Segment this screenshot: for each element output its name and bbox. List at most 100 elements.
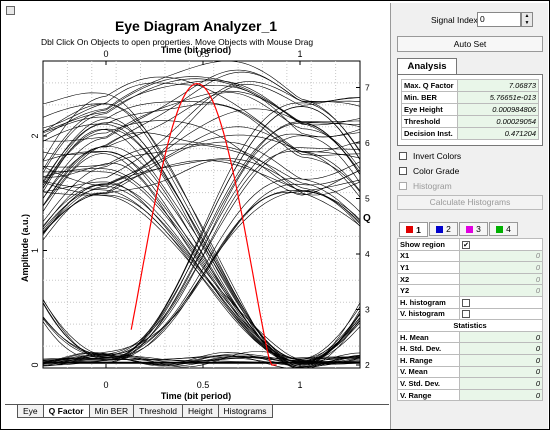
amplitude-axis-label: Amplitude (a.u.) xyxy=(20,214,30,282)
stats-value: 0 xyxy=(459,388,543,402)
signal-index-spinner[interactable]: ▲ ▼ xyxy=(521,12,533,27)
analysis-tab[interactable]: Analysis xyxy=(397,58,457,75)
eye-trace xyxy=(43,101,360,184)
region-row: Statistics xyxy=(397,319,543,332)
x-tick-label-bottom: 1 xyxy=(297,380,302,390)
stats-row: V. Std. Dev. 0 xyxy=(397,377,543,390)
analysis-value: 0.000984806 xyxy=(457,103,539,116)
stats-row: H. Mean 0 xyxy=(397,330,543,344)
signal-tab-4[interactable]: 4 xyxy=(489,222,518,236)
analysis-row: Max. Q Factor 7.06873 xyxy=(401,79,539,92)
x1-value[interactable]: 0 xyxy=(459,249,543,263)
stats-row: V. Range 0 xyxy=(397,388,543,402)
y2-value[interactable]: 0 xyxy=(459,284,543,297)
q-tick-label: 4 xyxy=(365,249,370,259)
v-histogram-cell xyxy=(459,307,543,321)
side-panel: Signal Index: 0 ▲ ▼ Auto Set Analysis Max… xyxy=(390,3,548,429)
q-tick-label: 6 xyxy=(365,138,370,148)
q-tick-label: 5 xyxy=(365,194,370,204)
tab-eye[interactable]: Eye xyxy=(17,405,44,418)
eye-trace xyxy=(43,123,360,360)
region-row: V. histogram xyxy=(397,307,543,321)
x-tick-label-bottom: 0 xyxy=(103,380,108,390)
region-row: Y1 0 xyxy=(397,261,543,274)
signal-tab-2[interactable]: 2 xyxy=(429,222,458,236)
eye-trace xyxy=(43,69,360,199)
x2-value[interactable]: 0 xyxy=(459,272,543,286)
v-histogram-checkbox[interactable] xyxy=(462,310,470,319)
signal-tab-1[interactable]: 1 xyxy=(399,222,428,237)
v-histogram-label: V. histogram xyxy=(397,307,460,321)
tab-q-factor[interactable]: Q Factor xyxy=(42,405,90,418)
color-grade-checkbox[interactable]: Color Grade xyxy=(399,166,459,176)
region-row: Y2 0 xyxy=(397,284,543,297)
eye-trace xyxy=(43,153,360,368)
show-region-checkbox[interactable]: ✔ xyxy=(462,240,470,249)
y1-label: Y1 xyxy=(397,261,460,274)
analysis-value: 0.471204 xyxy=(457,127,539,140)
signal-tab-3[interactable]: 3 xyxy=(459,222,488,236)
calculate-histograms-button[interactable]: Calculate Histograms xyxy=(397,195,543,210)
analysis-table: Max. Q Factor 7.06873 Min. BER 5.76651e-01… xyxy=(401,79,539,140)
stats-row: H. Std. Dev. 0 xyxy=(397,342,543,355)
checkbox-box[interactable] xyxy=(399,152,407,160)
q-tick-label: 3 xyxy=(365,305,370,315)
eye-trace xyxy=(43,132,360,227)
eye-trace xyxy=(43,129,360,368)
analysis-key: Eye Height xyxy=(401,103,458,116)
signal-color-swatch xyxy=(466,225,474,233)
axis-ticks: 0 0 0.5 0.5 1 1 0 1 2 2 3 4 5 6 7 xyxy=(30,49,370,390)
eye-trace xyxy=(43,90,360,173)
region-row: Show region ✔ xyxy=(397,238,543,251)
eye-trace xyxy=(43,158,360,234)
tab-min-ber[interactable]: Min BER xyxy=(88,405,135,418)
window-system-icon[interactable] xyxy=(6,6,15,15)
tab-histograms[interactable]: Histograms xyxy=(217,405,273,418)
auto-set-button[interactable]: Auto Set xyxy=(397,36,543,52)
analysis-key: Min. BER xyxy=(401,91,458,104)
y2-label: Y2 xyxy=(397,284,460,297)
x-tick-label-top: 0.5 xyxy=(197,49,210,59)
q-tick-label: 2 xyxy=(365,360,370,370)
analysis-row: Min. BER 5.76651e-013 xyxy=(401,91,539,104)
eye-trace xyxy=(43,120,360,192)
signal-tabs: 1 2 3 4 xyxy=(399,222,519,237)
x1-label: X1 xyxy=(397,249,460,263)
checkbox-box[interactable] xyxy=(399,182,407,190)
tab-height[interactable]: Height xyxy=(181,405,219,418)
window-title: Eye Diagram Analyzer_1 xyxy=(114,18,278,34)
stats-value: 0 xyxy=(459,377,543,390)
q-axis-label: Q xyxy=(363,213,371,224)
eye-trace xyxy=(43,92,360,207)
checkbox-box[interactable] xyxy=(399,167,407,175)
plot-frame xyxy=(42,60,361,369)
eye-trace xyxy=(43,71,360,206)
x-tick-label-top: 1 xyxy=(297,49,302,59)
stats-key: H. Mean xyxy=(397,330,460,344)
h-histogram-checkbox[interactable] xyxy=(462,298,470,307)
analysis-key: Threshold xyxy=(401,115,458,128)
y1-value[interactable]: 0 xyxy=(459,261,543,274)
stats-key: H. Std. Dev. xyxy=(397,342,460,355)
eye-trace xyxy=(43,61,360,153)
x-tick-label-bottom: 0.5 xyxy=(197,380,210,390)
histogram-checkbox[interactable]: Histogram xyxy=(399,181,452,191)
signal-index-input[interactable]: 0 xyxy=(477,12,521,27)
x-tick-label-top: 0 xyxy=(103,49,108,59)
invert-colors-checkbox[interactable]: Invert Colors xyxy=(399,151,461,161)
color-grade-label: Color Grade xyxy=(413,166,460,176)
analysis-value: 0.00029054 xyxy=(457,115,539,128)
signal-index-label: Signal Index: xyxy=(431,15,481,25)
eye-diagram-plot[interactable]: 0 0 0.5 0.5 1 1 0 1 2 2 3 4 5 6 7 xyxy=(3,3,389,403)
tab-threshold[interactable]: Threshold xyxy=(133,405,183,418)
histogram-label: Histogram xyxy=(413,181,452,191)
stats-row: V. Mean 0 xyxy=(397,365,543,379)
tab-divider xyxy=(5,404,389,405)
eye-trace xyxy=(43,302,360,362)
bottom-axis-label: Time (bit period) xyxy=(160,391,232,401)
analysis-value: 5.76651e-013 xyxy=(457,91,539,104)
region-row: H. histogram xyxy=(397,295,543,309)
signal-color-swatch xyxy=(496,225,504,233)
h-histogram-cell xyxy=(459,295,543,309)
